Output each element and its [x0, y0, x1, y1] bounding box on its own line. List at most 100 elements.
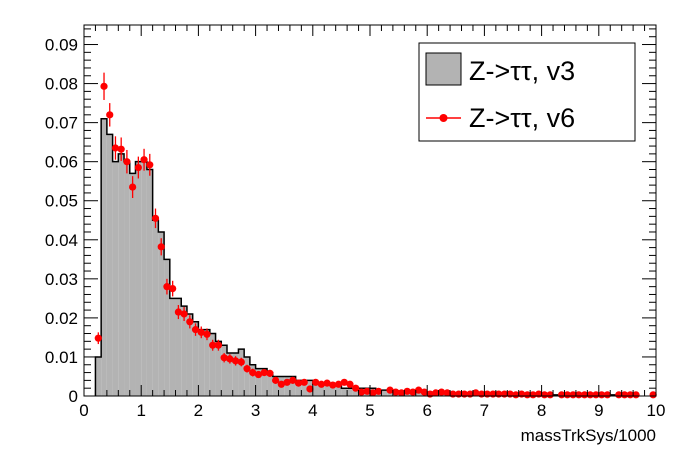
histogram-bar — [95, 356, 102, 396]
data-point — [329, 381, 337, 389]
x-tick-label: 7 — [480, 401, 489, 420]
data-point — [592, 391, 600, 399]
data-point — [243, 365, 251, 373]
data-point — [220, 354, 228, 362]
histogram-bar — [415, 392, 422, 396]
y-tick-label: 0.02 — [45, 309, 78, 328]
y-tick-label: 0.09 — [45, 36, 78, 55]
data-point — [529, 391, 537, 399]
data-point — [312, 378, 320, 386]
y-tick-label: 0.06 — [45, 153, 78, 172]
data-point — [363, 387, 371, 395]
histogram-bar — [124, 161, 130, 396]
y-tick-label: 0.03 — [45, 270, 78, 289]
data-point — [151, 214, 160, 222]
data-point — [598, 391, 606, 399]
histogram-bar — [169, 298, 176, 396]
data-point — [374, 387, 383, 395]
data-point — [300, 378, 308, 386]
histogram-bar — [329, 384, 336, 396]
y-tick-label: 0.01 — [45, 348, 78, 367]
legend-label-v6: Z->ττ, v6 — [469, 103, 575, 133]
legend-swatch-marker — [439, 114, 448, 122]
y-tick-label: 0.04 — [45, 231, 78, 250]
histogram-bar — [227, 353, 233, 396]
data-point — [203, 330, 211, 338]
data-point — [626, 391, 634, 399]
histogram-bar — [135, 161, 142, 396]
points-series — [94, 72, 657, 399]
data-point — [260, 368, 268, 377]
histogram-bar — [186, 313, 193, 396]
data-point — [632, 391, 640, 399]
histogram-bar — [347, 388, 353, 396]
data-point — [306, 385, 314, 393]
data-point — [169, 285, 177, 293]
x-tick-label: 2 — [194, 401, 203, 420]
histogram-bar — [324, 384, 330, 396]
data-point — [111, 144, 120, 152]
x-axis-label: massTrkSys/1000 — [521, 426, 656, 445]
data-point — [123, 158, 131, 166]
data-point — [386, 386, 394, 394]
histogram-bar — [312, 384, 319, 396]
data-point — [180, 310, 188, 318]
data-point — [569, 391, 577, 399]
data-point — [443, 389, 451, 397]
histogram-bar — [352, 388, 359, 396]
x-tick-label: 4 — [308, 401, 317, 420]
data-point — [214, 341, 223, 349]
data-point — [397, 389, 406, 397]
y-axis: 0 0.01 0.02 0.03 0.04 0.05 0.06 0.07 0.08 0.09 — [45, 28, 656, 406]
histogram-bar — [215, 341, 222, 396]
data-point — [437, 388, 446, 396]
data-point — [146, 161, 154, 169]
data-point — [129, 183, 137, 191]
y-tick-label: 0 — [69, 387, 78, 406]
data-point — [266, 369, 274, 377]
histogram-bar — [158, 231, 165, 396]
x-tick-label: 9 — [594, 401, 603, 420]
data-point — [615, 391, 623, 399]
data-point — [346, 380, 354, 388]
histogram-bar — [152, 220, 159, 396]
data-point — [403, 387, 411, 395]
data-point — [277, 380, 285, 388]
histogram-bar — [267, 372, 273, 396]
data-point — [272, 376, 280, 384]
y-tick-label: 0.08 — [45, 75, 78, 94]
x-tick-label: 8 — [537, 401, 546, 420]
histogram-bar — [101, 118, 107, 396]
data-point — [409, 388, 417, 396]
histogram-bar — [318, 384, 325, 396]
data-point — [512, 391, 520, 399]
histogram-bar — [284, 376, 290, 396]
data-point — [603, 391, 611, 399]
x-tick-label: 0 — [79, 401, 88, 420]
data-point — [197, 328, 205, 336]
histogram-bar — [112, 161, 119, 396]
histogram-bar — [129, 173, 136, 396]
data-point — [415, 386, 423, 394]
data-point — [352, 384, 360, 392]
histogram-bar — [209, 333, 216, 396]
histogram-bar — [204, 329, 210, 396]
histogram-bar — [192, 321, 199, 396]
histogram-bar — [341, 388, 348, 396]
histogram-bar — [141, 161, 147, 396]
data-point — [191, 326, 200, 334]
histogram-bar — [198, 329, 205, 396]
data-point — [580, 391, 589, 399]
histogram-bar — [295, 380, 302, 396]
data-point — [163, 283, 171, 291]
data-point — [289, 376, 297, 384]
data-point — [186, 318, 194, 326]
x-axis: 0 1 2 3 4 5 6 7 8 9 10 — [79, 25, 665, 420]
x-tick-label: 3 — [251, 401, 260, 420]
data-point — [369, 389, 377, 397]
histogram-bar — [175, 298, 182, 396]
x-tick-label: 6 — [422, 401, 431, 420]
data-point — [563, 391, 571, 399]
data-point — [523, 391, 531, 399]
